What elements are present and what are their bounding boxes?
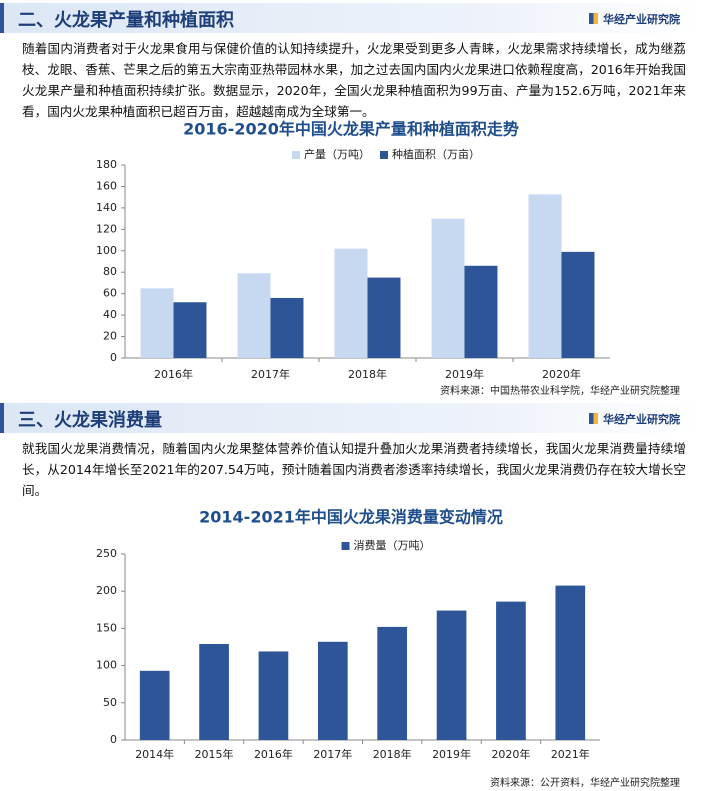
bar [496,601,526,740]
y-tick-label: 150 [96,621,117,634]
x-tick-label: 2019年 [432,747,471,761]
y-tick-label: 250 [96,547,117,560]
chart-title: 2014-2021年中国火龙果消费量变动情况 [199,508,503,527]
y-tick-label: 0 [110,733,117,746]
x-tick-label: 2017年 [251,367,290,381]
x-tick-label: 2019年 [445,367,484,381]
bar [173,302,207,358]
logo: 华经产业研究院 [589,411,680,427]
y-tick-label: 200 [96,584,117,597]
y-tick-label: 80 [103,265,117,278]
legend-swatch [341,542,350,550]
y-tick-label: 100 [96,244,117,257]
bar [140,288,174,358]
bar [258,651,289,740]
source-note: 资料来源：中国热带农业科学院，华经产业研究院整理 [440,384,680,397]
section-header: 三、火龙果消费量 华经产业研究院 [0,403,702,433]
bar [199,644,229,740]
x-tick-label: 2018年 [348,367,387,381]
y-tick-label: 180 [96,158,117,171]
x-tick-label: 2021年 [551,747,590,761]
x-tick-label: 2016年 [254,747,293,761]
bar [377,626,408,740]
bar [270,297,304,358]
bar [561,251,595,358]
x-tick-label: 2018年 [373,747,412,761]
bar [237,273,271,358]
chart-title: 2016-2020年中国火龙果产量和种植面积走势 [183,120,519,139]
chart: 2014-2021年中国火龙果消费量变动情况 0 50 100 150 200 250 消费量… [96,508,680,790]
y-tick-label: 0 [110,351,117,364]
x-tick-label: 2016年 [154,367,193,381]
legend-label: 种植面积（万亩） [392,147,480,161]
y-tick-label: 140 [96,201,117,214]
y-tick-label: 50 [103,696,117,709]
bar [528,194,562,358]
logo: 华经产业研究院 [589,11,680,27]
section-header: 二、火龙果产量和种植面积 华经产业研究院 [0,3,702,33]
paragraph: 随着国内消费者对于火龙果食用与保健价值的认知持续提升，火龙果受到更多人青睐，火龙… [22,41,686,119]
y-tick-label: 20 [103,330,117,343]
x-tick-label: 2020年 [491,747,530,761]
y-tick-label: 100 [96,659,117,672]
bar [555,585,586,740]
bar [431,218,465,358]
x-tick-label: 2015年 [195,747,234,761]
bar [367,277,401,358]
bar [436,610,467,740]
bar [334,248,368,358]
y-tick-label: 60 [103,287,117,300]
x-tick-label: 2014年 [135,747,174,761]
x-tick-label: 2017年 [313,747,352,761]
bar [317,641,348,740]
chart: 2016-2020年中国火龙果产量和种植面积走势 0 20 40 60 80 100 120 1… [96,120,680,398]
legend-label: 产量（万吨） [304,147,370,161]
bar [464,265,498,358]
header-title: 二、火龙果产量和种植面积 [18,10,234,31]
legend-label: 消费量（万吨） [354,538,431,552]
paragraph: 就我国火龙果消费情况，随着国内火龙果整体营养价值认知提升叠加火龙果消费者持续增长… [22,441,686,498]
source-note: 资料来源：公开资料，华经产业研究院整理 [490,776,680,789]
x-tick-label: 2020年 [542,367,581,381]
bar [139,670,170,740]
header-title: 三、火龙果消费量 [18,410,162,431]
y-tick-label: 40 [103,308,117,321]
legend-swatch [380,151,388,159]
legend-swatch [292,151,300,159]
y-tick-label: 120 [96,222,117,235]
y-tick-label: 160 [96,179,117,192]
